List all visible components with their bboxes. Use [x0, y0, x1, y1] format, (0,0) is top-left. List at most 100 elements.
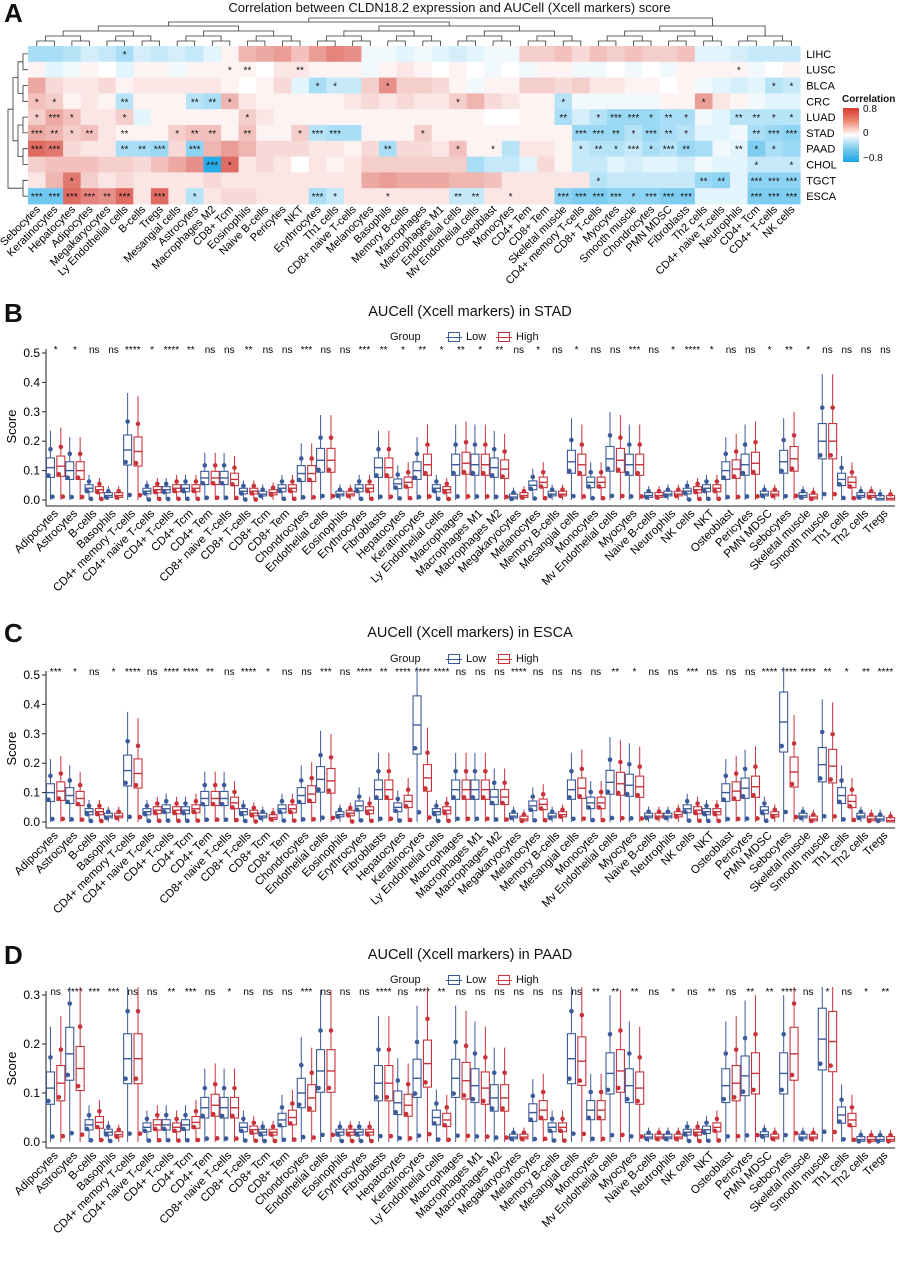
row-label: LUSC	[806, 65, 835, 77]
significance-mark: **	[86, 129, 94, 140]
data-point	[463, 1043, 469, 1049]
data-point	[142, 811, 148, 817]
data-point	[596, 1115, 602, 1121]
significance-label: ns	[745, 345, 756, 356]
data-point	[571, 816, 576, 822]
data-point	[491, 780, 497, 786]
heat-cell	[361, 77, 380, 94]
heat-cell	[414, 61, 433, 78]
data-point	[142, 1128, 148, 1134]
data-point	[292, 496, 297, 502]
data-point	[819, 729, 825, 735]
significance-mark: *	[684, 113, 688, 124]
data-point	[277, 488, 283, 494]
significance-label: **	[766, 987, 774, 998]
significance-label: **	[611, 987, 619, 998]
data-point	[414, 1039, 420, 1045]
data-point	[451, 1091, 456, 1096]
heat-cell	[185, 125, 204, 142]
data-point	[365, 810, 370, 816]
significance-label: ****	[800, 667, 816, 678]
data-point	[384, 473, 390, 478]
heat-cell	[466, 188, 485, 205]
significance-mark: *	[649, 145, 653, 156]
data-point	[249, 813, 255, 818]
data-point	[290, 479, 295, 484]
data-point	[590, 817, 596, 823]
significance-label: **	[168, 987, 176, 998]
data-point	[682, 1132, 688, 1137]
data-point	[405, 470, 411, 475]
data-point	[493, 817, 499, 822]
data-point	[663, 493, 669, 499]
data-point	[521, 1130, 527, 1135]
data-point	[58, 1047, 64, 1052]
data-point	[868, 812, 874, 817]
data-point	[502, 449, 507, 454]
data-point	[817, 453, 823, 458]
heat-cell	[431, 156, 450, 173]
significance-label: ns	[340, 345, 351, 356]
data-point	[378, 816, 383, 822]
data-point	[821, 813, 827, 819]
heat-cell	[326, 61, 345, 78]
data-point	[702, 1130, 707, 1135]
data-point	[753, 440, 758, 445]
data-point	[114, 495, 120, 500]
heat-cell	[554, 61, 573, 78]
heat-cell	[431, 93, 450, 110]
heat-cell	[501, 188, 520, 205]
data-point	[427, 815, 432, 820]
heat-cell	[730, 156, 748, 173]
data-point	[232, 789, 237, 795]
data-point	[712, 488, 718, 494]
significance-label: ns	[282, 667, 293, 678]
data-point	[665, 809, 671, 814]
data-point	[463, 768, 469, 774]
heat-cell	[659, 156, 678, 173]
heat-cell	[291, 61, 310, 78]
data-point	[165, 496, 171, 502]
significance-label: ns	[494, 667, 505, 678]
significance-label: ****	[414, 667, 430, 678]
data-point	[866, 495, 872, 500]
heat-cell	[291, 172, 310, 189]
heat-cell	[343, 125, 362, 142]
data-point	[549, 487, 555, 492]
heat-cell	[414, 46, 433, 63]
significance-mark: ***	[768, 192, 780, 203]
data-point	[307, 477, 312, 483]
data-point	[367, 479, 372, 484]
data-point	[453, 1039, 458, 1045]
data-point	[281, 496, 287, 502]
significance-label: **	[206, 667, 214, 678]
heat-cell	[361, 109, 380, 126]
dendrogram-link	[773, 40, 792, 46]
y-axis-label: Score	[4, 1052, 19, 1086]
heat-cell	[80, 172, 99, 189]
data-point	[230, 1113, 235, 1119]
data-point	[88, 818, 94, 824]
heat-cell	[730, 46, 748, 63]
heat-cell	[238, 109, 257, 126]
data-point	[318, 752, 323, 758]
heat-cell	[45, 109, 64, 126]
data-point	[504, 494, 509, 500]
data-point	[395, 1078, 401, 1083]
data-point	[260, 809, 265, 814]
box-title-esca: AUCell (Xcell markers) in ESCA	[367, 625, 573, 641]
significance-mark: ***	[31, 192, 43, 203]
heat-cell	[221, 93, 239, 110]
significance-label: ns	[224, 345, 235, 356]
heat-cell	[343, 188, 362, 205]
dendrogram-link	[71, 40, 90, 46]
data-point	[465, 494, 471, 499]
data-point	[153, 1126, 158, 1132]
significance-mark: **	[559, 113, 567, 124]
heat-cell	[554, 156, 573, 173]
data-point	[241, 483, 246, 489]
data-point	[455, 1133, 460, 1138]
significance-mark: *	[456, 145, 460, 156]
data-point	[511, 1130, 516, 1135]
